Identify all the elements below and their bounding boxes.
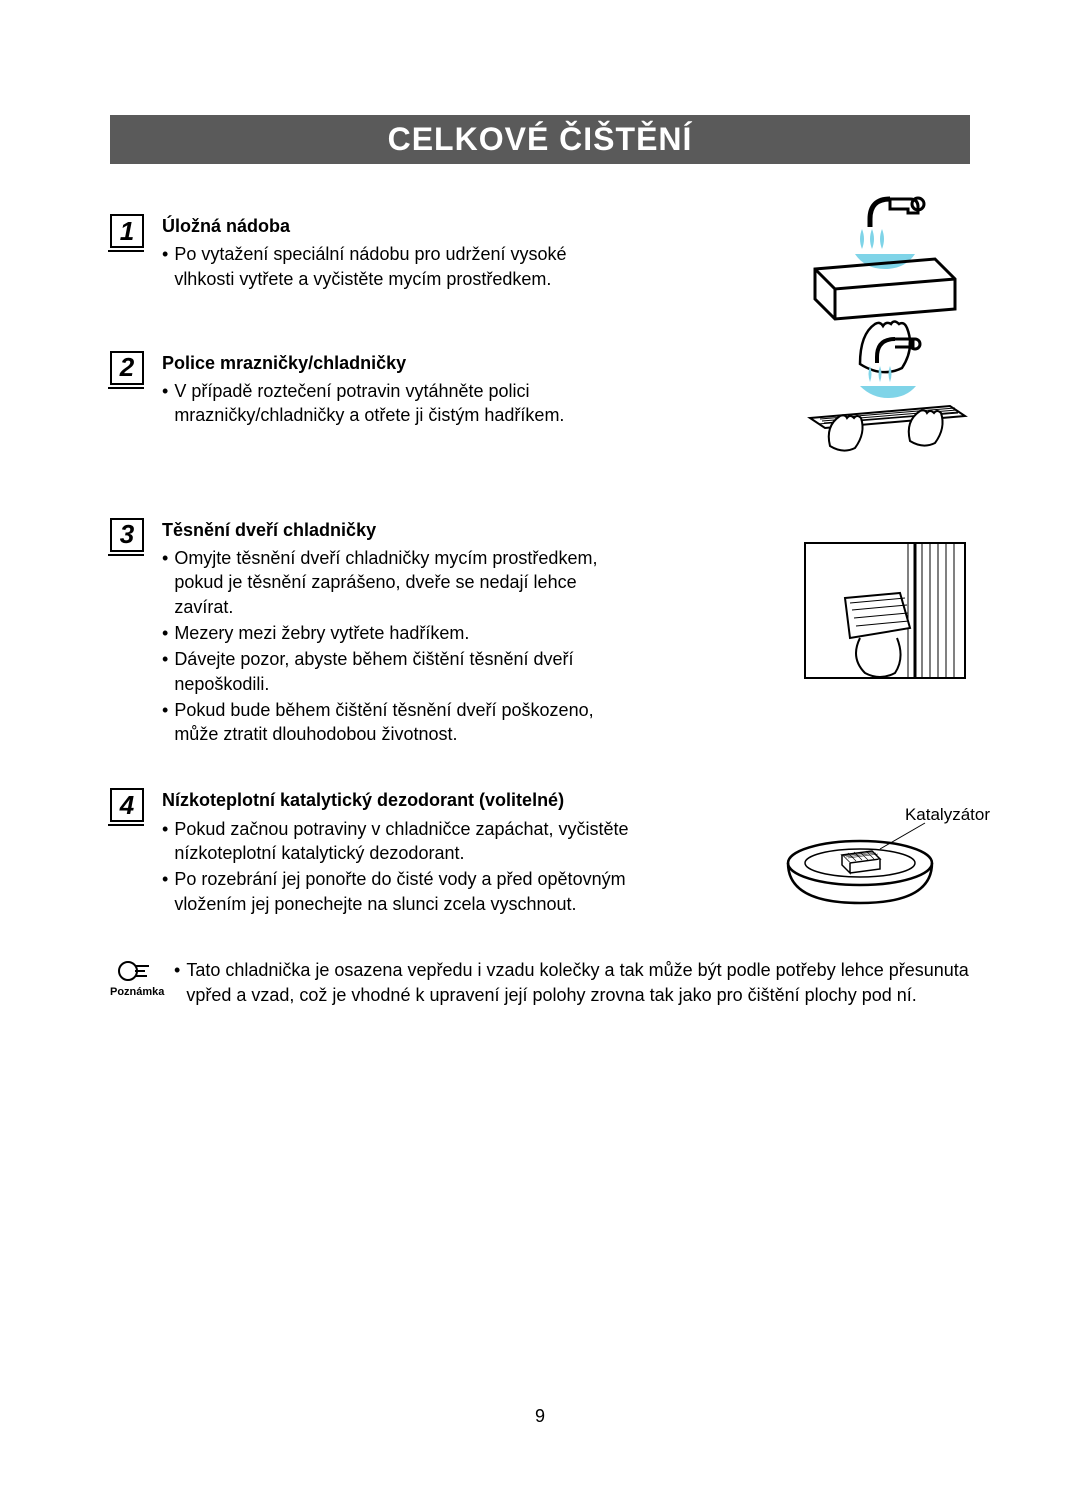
step-2-bullet-0: V případě roztečení potravin vytáhněte p… xyxy=(162,379,630,428)
step-3-bullet-1: Mezery mezi žebry vytřete hadříkem. xyxy=(162,621,630,645)
step-3: 3 Těsnění dveří chladničky Omyjte těsněn… xyxy=(110,518,970,749)
step-3-bullet-0: Omyjte těsnění dveří chladničky mycím pr… xyxy=(162,546,630,619)
step-3-number: 3 xyxy=(110,518,144,552)
step-4-number: 4 xyxy=(110,788,144,822)
step-4-left: 4 Nízkoteplotní katalytický dezodorant (… xyxy=(110,788,630,917)
step-4-bullet-0: Pokud začnou potraviny v chladničce zapá… xyxy=(162,817,630,866)
step-2-title: Police mrazničky/chladničky xyxy=(162,351,630,375)
illustration-washing-shelf xyxy=(800,336,970,471)
step-1-left: 1 Úložná nádoba Po vytažení speciální ná… xyxy=(110,214,630,293)
step-3-left: 3 Těsnění dveří chladničky Omyjte těsněn… xyxy=(110,518,630,749)
note-text: Tato chladnička je osazena vepředu i vza… xyxy=(174,958,970,1010)
note-row: Poznámka Tato chladnička je osazena vepř… xyxy=(110,958,970,1010)
step-3-text: Těsnění dveří chladničky Omyjte těsnění … xyxy=(162,518,630,749)
step-1-title: Úložná nádoba xyxy=(162,214,630,238)
page-title-bar: CELKOVÉ ČIŠTĚNÍ xyxy=(110,115,970,164)
page-number: 9 xyxy=(535,1406,545,1427)
step-2: 2 Police mrazničky/chladničky V případě … xyxy=(110,351,970,430)
step-3-title: Těsnění dveří chladničky xyxy=(162,518,630,542)
step-4: 4 Nízkoteplotní katalytický dezodorant (… xyxy=(110,788,970,917)
note-icon: Poznámka xyxy=(110,958,156,998)
step-4-text: Nízkoteplotní katalytický dezodorant (vo… xyxy=(162,788,630,917)
illustration-catalyst-bowl: Katalyzátor xyxy=(780,813,960,928)
note-label: Poznámka xyxy=(110,986,156,998)
step-1: 1 Úložná nádoba Po vytažení speciální ná… xyxy=(110,214,970,293)
step-3-bullet-2: Dávejte pozor, abyste během čištění těsn… xyxy=(162,647,630,696)
step-4-title: Nízkoteplotní katalytický dezodorant (vo… xyxy=(162,788,630,812)
step-1-text: Úložná nádoba Po vytažení speciální nádo… xyxy=(162,214,630,293)
step-2-number: 2 xyxy=(110,351,144,385)
step-1-number: 1 xyxy=(110,214,144,248)
step-1-bullet-0: Po vytažení speciální nádobu pro udržení… xyxy=(162,242,630,291)
illustration-door-seal xyxy=(800,538,970,693)
step-4-bullet-1: Po rozebrání jej ponořte do čisté vody a… xyxy=(162,867,630,916)
step-2-text: Police mrazničky/chladničky V případě ro… xyxy=(162,351,630,430)
step-2-left: 2 Police mrazničky/chladničky V případě … xyxy=(110,351,630,430)
catalyst-callout-label: Katalyzátor xyxy=(905,805,990,825)
step-3-bullet-3: Pokud bude během čištění těsnění dveří p… xyxy=(162,698,630,747)
page-title: CELKOVÉ ČIŠTĚNÍ xyxy=(388,121,693,157)
